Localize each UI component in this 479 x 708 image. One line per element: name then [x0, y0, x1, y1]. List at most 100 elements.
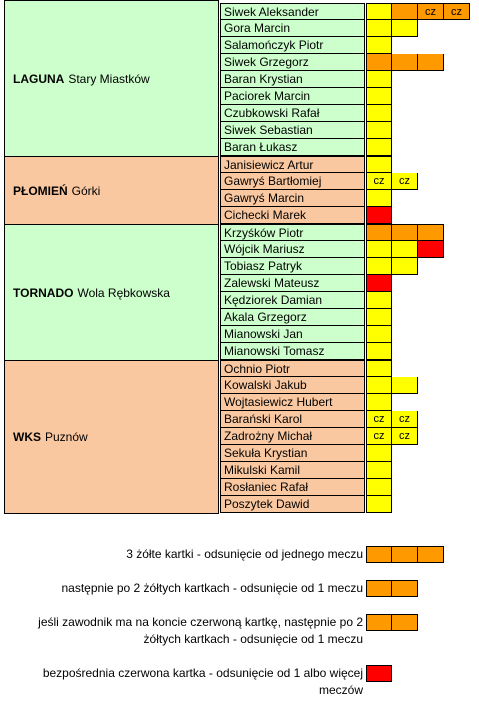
card-cell — [366, 309, 392, 326]
card-cell: cz — [444, 3, 470, 20]
player-name: Gawryś Bartłomiej — [220, 173, 365, 190]
player-name: Tobiasz Patryk — [220, 258, 365, 275]
card-cell — [392, 377, 418, 394]
legend-swatch — [366, 546, 392, 563]
player-name: Cichecki Marek — [220, 207, 365, 224]
card-cell — [392, 224, 418, 241]
team-name: PŁOMIEŃ — [13, 183, 68, 198]
card-cell — [366, 445, 392, 462]
card-cell — [366, 54, 392, 71]
legend-text: jeśli zawodnik ma na koncie czerwoną kar… — [38, 614, 363, 648]
team-name: WKS — [13, 430, 41, 444]
card-cell — [366, 88, 392, 105]
card-cell — [366, 71, 392, 88]
player-name: Poszytek Dawid — [220, 496, 365, 513]
player-name: Barański Karol — [220, 411, 365, 428]
team-name: LAGUNA — [13, 71, 65, 86]
legend-swatch — [366, 580, 392, 597]
card-cell — [392, 20, 418, 37]
legend-line: żółtych kartkach - odsunięcie od 1 meczu — [143, 632, 363, 646]
card-cell: cz — [392, 428, 418, 445]
player-name: Baran Krystian — [220, 71, 365, 88]
card-cell — [418, 241, 444, 258]
team-name: TORNADO — [13, 285, 74, 300]
card-cell — [392, 54, 418, 71]
player-name: Akala Grzegorz — [220, 309, 365, 326]
card-cell — [418, 224, 444, 241]
card-cell — [392, 258, 418, 275]
card-cell — [366, 496, 392, 513]
card-cell — [366, 20, 392, 37]
player-name: Siwek Aleksander — [220, 3, 365, 20]
player-name: Paciorek Marcin — [220, 88, 365, 105]
player-name: Gawryś Marcin — [220, 190, 365, 207]
card-cell — [366, 479, 392, 496]
card-cell — [366, 190, 392, 207]
player-name: Ochnio Piotr — [220, 360, 365, 377]
legend-line: meczów — [318, 683, 363, 697]
player-name: Czubkowski Rafał — [220, 105, 365, 122]
player-name: Rosłaniec Rafał — [220, 479, 365, 496]
player-name: Wójcik Mariusz — [220, 241, 365, 258]
card-cell — [366, 156, 392, 173]
team-cell: PŁOMIEŃ Górki — [4, 156, 219, 225]
legend-line: 3 żółte kartki - odsunięcie od jednego m… — [126, 547, 363, 561]
card-cell — [392, 3, 418, 20]
player-name: Salamończyk Piotr — [220, 37, 365, 54]
card-cell: cz — [366, 173, 392, 190]
player-name: Mianowski Tomasz — [220, 343, 365, 360]
legend-swatch — [366, 614, 392, 631]
card-cell — [366, 258, 392, 275]
card-cell — [418, 54, 444, 71]
card-cell — [366, 462, 392, 479]
card-cell: cz — [392, 411, 418, 428]
team-cell: LAGUNA Stary Miastków — [4, 0, 219, 157]
card-cell — [366, 343, 392, 360]
legend-line: jeśli zawodnik ma na koncie czerwoną kar… — [38, 615, 363, 629]
player-name: Gora Marcin — [220, 20, 365, 37]
player-name: Zadrożny Michał — [220, 428, 365, 445]
player-name: Siwek Grzegorz — [220, 54, 365, 71]
card-cell: cz — [366, 411, 392, 428]
card-cell: cz — [392, 173, 418, 190]
card-cell — [366, 105, 392, 122]
player-name: Mikulski Kamil — [220, 462, 365, 479]
team-place: Puznów — [45, 430, 88, 444]
card-cell — [366, 37, 392, 54]
card-cell — [366, 122, 392, 139]
legend-swatch — [392, 614, 418, 631]
player-name: Mianowski Jan — [220, 326, 365, 343]
legend-swatch — [366, 665, 392, 682]
card-cell — [366, 3, 392, 20]
card-cell — [366, 241, 392, 258]
card-cell — [366, 377, 392, 394]
team-place: Wola Rębkowska — [77, 285, 170, 300]
legend-line: bezpośrednia czerwona kartka - odsunięci… — [42, 666, 363, 680]
card-cell — [392, 241, 418, 258]
team-place: Górki — [71, 183, 101, 198]
card-cell — [366, 139, 392, 156]
card-cell — [366, 224, 392, 241]
card-cell — [366, 360, 392, 377]
legend-swatch — [418, 546, 444, 563]
card-cell — [366, 292, 392, 309]
team-cell: WKS Puznów — [4, 360, 219, 514]
legend-line: następnie po 2 żółtych kartkach - odsuni… — [61, 581, 363, 595]
player-name: Siwek Sebastian — [220, 122, 365, 139]
team-place: Stary Miastków — [68, 71, 150, 86]
legend-text: 3 żółte kartki - odsunięcie od jednego m… — [126, 546, 363, 563]
player-name: Kędziorek Damian — [220, 292, 365, 309]
card-cell — [366, 275, 392, 292]
legend-swatch — [392, 580, 418, 597]
player-name: Baran Łukasz — [220, 139, 365, 156]
player-name: Sekuła Krystian — [220, 445, 365, 462]
player-name: Krzyśków Piotr — [220, 224, 365, 241]
player-name: Kowalski Jakub — [220, 377, 365, 394]
card-cell: cz — [366, 428, 392, 445]
legend-swatch — [392, 546, 418, 563]
player-name: Zalewski Mateusz — [220, 275, 365, 292]
card-cell — [366, 207, 392, 224]
card-cell: cz — [418, 3, 444, 20]
card-cell — [366, 394, 392, 411]
card-cell — [366, 326, 392, 343]
